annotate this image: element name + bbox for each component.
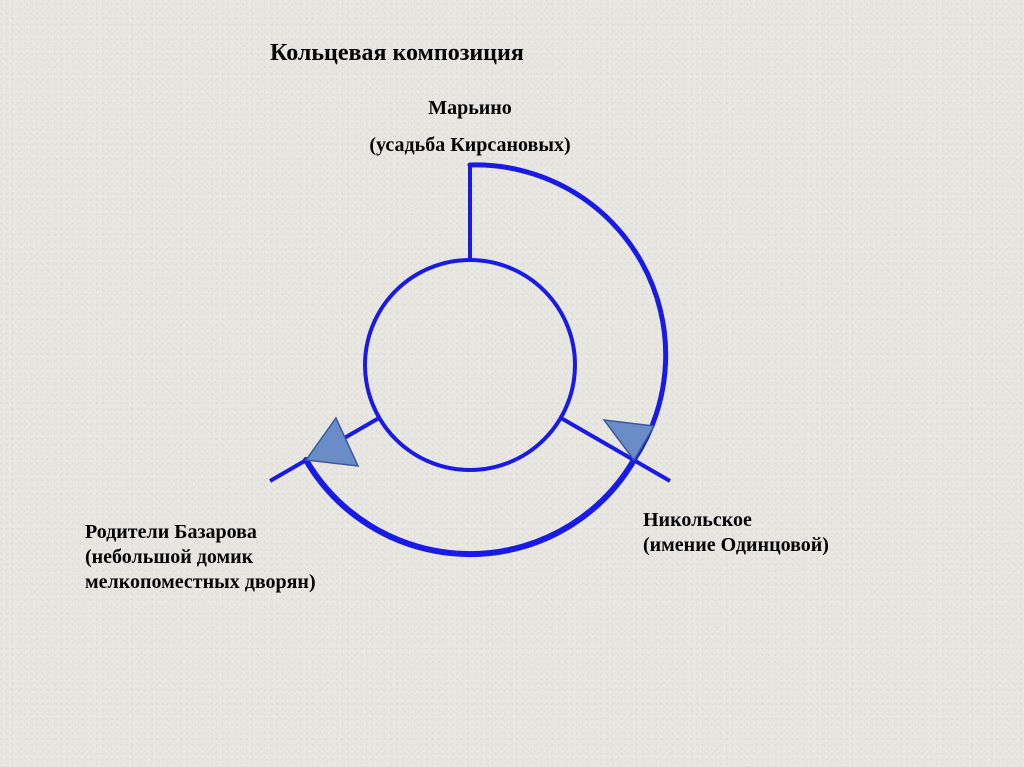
label-top-line1: Марьино [360,96,580,121]
label-left-line2: (небольшой домик [85,545,316,570]
label-right: Никольское (имение Одинцовой) [643,508,829,558]
label-top: Марьино (усадьба Кирсановых) [360,96,580,158]
label-left-line3: мелкопоместных дворян) [85,570,316,595]
label-left-line1: Родители Базарова [85,520,316,545]
label-left: Родители Базарова (небольшой домик мелко… [85,520,316,595]
arrowhead-left [306,418,358,466]
outer-arc-right [470,165,666,460]
outer-arc-bottom [306,460,634,554]
label-top-line2: (усадьба Кирсановых) [360,133,580,158]
label-right-line2: (имение Одинцовой) [643,533,829,558]
arrowhead-right [604,420,654,460]
center-circle [365,260,575,470]
label-right-line1: Никольское [643,508,829,533]
